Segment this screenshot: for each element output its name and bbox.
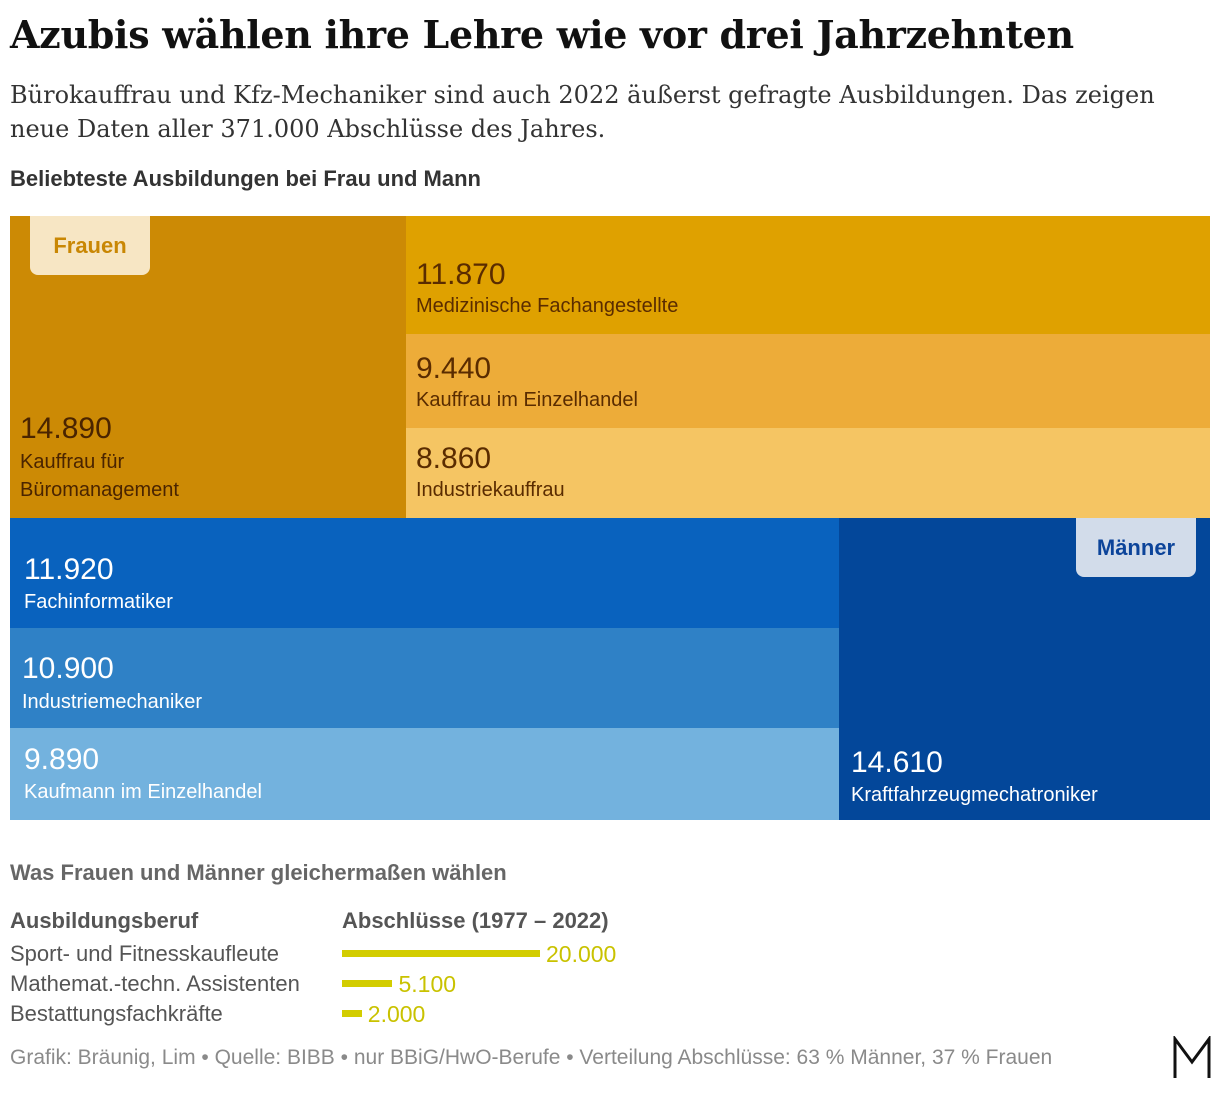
bar-value-label: 5.100 (398, 971, 457, 997)
bars-heading: Was Frauen und Männer gleichermaßen wähl… (10, 860, 507, 885)
bar-value-label: 20.000 (546, 941, 617, 967)
value-industriekauffrau: 8.860 (416, 442, 492, 475)
label-industriemechaniker: Industriemechaniker (22, 691, 203, 713)
treemap: 14.890 Kauffrau für Büromanagement Fraue… (10, 216, 1210, 820)
publisher-logo-icon (1173, 1036, 1211, 1078)
value-industriemechaniker: 10.900 (22, 652, 114, 685)
label-kaufmann-einzelhandel: Kaufmann im Einzelhandel (24, 781, 262, 803)
chart-subtitle: Bürokauffrau und Kfz-Mechaniker sind auc… (10, 81, 1155, 143)
col-header-name: Ausbildungsberuf (10, 908, 199, 933)
tag-women-label: Frauen (53, 232, 127, 258)
value-fachinformatiker: 11.920 (24, 553, 114, 586)
bar-row-name: Mathemat.-techn. Assistenten (10, 971, 300, 996)
label-fachinformatiker: Fachinformatiker (24, 591, 173, 613)
cell-medizin: 11.870 Medizinische Fachangestellte (406, 216, 1210, 334)
bar-row: Mathemat.-techn. Assistenten 5.100 (10, 969, 710, 999)
footer-credits: Grafik: Bräunig, Lim • Quelle: BIBB • nu… (10, 1046, 1053, 1069)
bar-row: Sport- und Fitnesskaufleute 20.000 (10, 939, 710, 969)
bar-fill (342, 950, 540, 957)
tag-women: Frauen (30, 216, 150, 275)
value-kauffrau-einzelhandel: 9.440 (416, 352, 492, 385)
cell-kauffrau-einzelhandel: 9.440 Kauffrau im Einzelhandel (406, 334, 1210, 428)
value-bueromanagement: 14.890 (20, 412, 112, 445)
label-bueromanagement: Kauffrau für Büromanagement (20, 451, 179, 501)
label-kfz: Kraftfahrzeugmechatroniker (851, 784, 1098, 806)
treemap-heading: Beliebteste Ausbildungen bei Frau und Ma… (10, 166, 481, 191)
value-kfz: 14.610 (851, 746, 943, 779)
label-kauffrau-einzelhandel: Kauffrau im Einzelhandel (416, 389, 638, 411)
cell-kaufmann-einzelhandel: 9.890 Kaufmann im Einzelhandel (10, 728, 839, 820)
cell-fachinformatiker: 11.920 Fachinformatiker (10, 518, 839, 628)
value-kaufmann-einzelhandel: 9.890 (24, 743, 100, 776)
bar-row-name: Bestattungsfachkräfte (10, 1001, 223, 1026)
chart-title: Azubis wählen ihre Lehre wie vor drei Ja… (10, 12, 1074, 57)
tag-men-label: Männer (1096, 534, 1176, 560)
label-industriekauffrau: Industriekauffrau (416, 479, 565, 501)
cell-industriemechaniker: 10.900 Industriemechaniker (10, 628, 839, 728)
col-header-value: Abschlüsse (1977 – 2022) (342, 908, 609, 933)
bar-fill (342, 1010, 362, 1017)
tag-men: Männer (1076, 518, 1196, 577)
cell-industriekauffrau: 8.860 Industriekauffrau (406, 428, 1210, 518)
value-medizin: 11.870 (416, 258, 506, 291)
bar-row: Bestattungsfachkräfte 2.000 (10, 999, 710, 1029)
bar-row-name: Sport- und Fitnesskaufleute (10, 941, 280, 966)
bar-value-label: 2.000 (367, 1001, 426, 1027)
bar-fill (342, 980, 393, 987)
label-medizin: Medizinische Fachangestellte (416, 295, 679, 317)
